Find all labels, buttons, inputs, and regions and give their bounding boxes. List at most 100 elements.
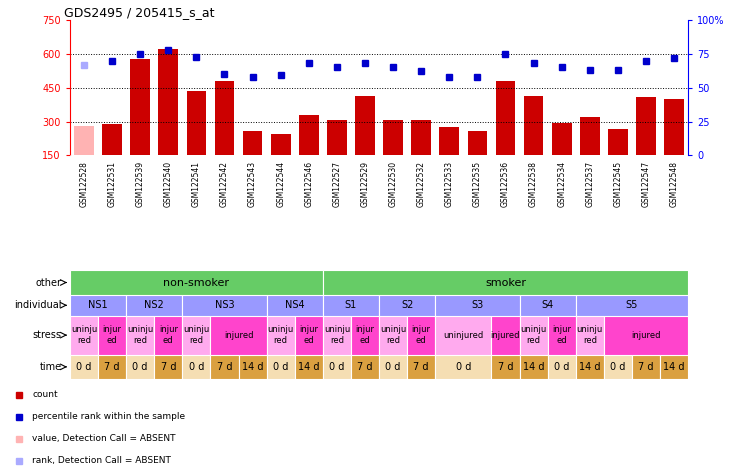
Bar — [576, 295, 688, 316]
Bar — [379, 355, 407, 379]
Text: GSM122528: GSM122528 — [79, 161, 88, 207]
Bar — [407, 316, 435, 355]
Text: GSM122530: GSM122530 — [389, 161, 397, 207]
Bar — [70, 355, 98, 379]
Bar — [126, 295, 183, 316]
Bar — [323, 316, 351, 355]
Bar — [294, 355, 323, 379]
Bar — [492, 355, 520, 379]
Text: uninju
red: uninju red — [380, 326, 406, 345]
Bar — [435, 355, 492, 379]
Text: value, Detection Call = ABSENT: value, Detection Call = ABSENT — [32, 434, 176, 443]
Text: 14 d: 14 d — [663, 362, 685, 372]
Text: GSM122533: GSM122533 — [445, 161, 454, 207]
Text: 0 d: 0 d — [386, 362, 401, 372]
Text: count: count — [32, 391, 58, 400]
Text: GSM122543: GSM122543 — [248, 161, 257, 207]
Text: 14 d: 14 d — [242, 362, 263, 372]
Bar — [215, 81, 234, 155]
Text: GSM122547: GSM122547 — [642, 161, 651, 207]
Text: rank, Detection Call = ABSENT: rank, Detection Call = ABSENT — [32, 456, 171, 465]
Bar — [383, 120, 403, 155]
Bar — [524, 96, 543, 155]
Bar — [435, 295, 520, 316]
Bar — [520, 316, 548, 355]
Bar — [210, 316, 266, 355]
Text: 14 d: 14 d — [298, 362, 319, 372]
Text: other: other — [35, 277, 62, 288]
Bar — [552, 123, 572, 155]
Text: S5: S5 — [626, 300, 638, 310]
Text: GSM122544: GSM122544 — [276, 161, 285, 207]
Text: 7 d: 7 d — [414, 362, 429, 372]
Bar — [435, 316, 492, 355]
Text: NS2: NS2 — [144, 300, 164, 310]
Bar — [183, 316, 210, 355]
Bar — [70, 270, 323, 295]
Bar — [294, 316, 323, 355]
Text: 0 d: 0 d — [273, 362, 289, 372]
Text: uninju
red: uninju red — [520, 326, 547, 345]
Bar — [355, 96, 375, 155]
Text: individual: individual — [14, 300, 62, 310]
Bar — [155, 355, 183, 379]
Bar — [74, 126, 93, 155]
Text: uninju
red: uninju red — [183, 326, 210, 345]
Text: non-smoker: non-smoker — [163, 277, 230, 288]
Bar — [495, 81, 515, 155]
Text: smoker: smoker — [485, 277, 526, 288]
Bar — [98, 316, 126, 355]
Text: GSM122546: GSM122546 — [304, 161, 314, 207]
Bar — [243, 131, 263, 155]
Text: NS3: NS3 — [215, 300, 234, 310]
Text: stress: stress — [32, 330, 62, 340]
Text: injured: injured — [631, 331, 661, 339]
Text: 7 d: 7 d — [357, 362, 372, 372]
Text: GSM122527: GSM122527 — [333, 161, 342, 207]
Bar — [492, 316, 520, 355]
Text: S4: S4 — [542, 300, 553, 310]
Bar — [520, 295, 576, 316]
Bar — [186, 91, 206, 155]
Text: GSM122532: GSM122532 — [417, 161, 425, 207]
Bar — [155, 316, 183, 355]
Bar — [126, 355, 155, 379]
Text: NS4: NS4 — [285, 300, 305, 310]
Text: injur
ed: injur ed — [552, 326, 571, 345]
Bar — [665, 99, 684, 155]
Text: 0 d: 0 d — [77, 362, 92, 372]
Text: GSM122529: GSM122529 — [361, 161, 369, 207]
Text: GSM122545: GSM122545 — [613, 161, 623, 207]
Text: injur
ed: injur ed — [102, 326, 121, 345]
Bar — [130, 59, 150, 155]
Bar — [323, 295, 379, 316]
Text: 0 d: 0 d — [132, 362, 148, 372]
Text: uninju
red: uninju red — [268, 326, 294, 345]
Text: 0 d: 0 d — [456, 362, 471, 372]
Text: GSM122540: GSM122540 — [164, 161, 173, 207]
Bar — [70, 295, 126, 316]
Text: GSM122535: GSM122535 — [473, 161, 482, 207]
Text: injur
ed: injur ed — [159, 326, 178, 345]
Bar — [548, 316, 576, 355]
Bar — [327, 120, 347, 155]
Bar — [407, 355, 435, 379]
Bar — [98, 355, 126, 379]
Text: GSM122531: GSM122531 — [107, 161, 116, 207]
Bar — [126, 316, 155, 355]
Text: 0 d: 0 d — [329, 362, 344, 372]
Text: GSM122541: GSM122541 — [192, 161, 201, 207]
Text: injur
ed: injur ed — [411, 326, 431, 345]
Bar — [183, 295, 266, 316]
Text: time: time — [40, 362, 62, 372]
Bar — [660, 355, 688, 379]
Bar — [266, 355, 294, 379]
Text: GSM122537: GSM122537 — [585, 161, 594, 207]
Bar — [608, 129, 628, 155]
Bar — [467, 131, 487, 155]
Text: GSM122536: GSM122536 — [501, 161, 510, 207]
Bar — [379, 316, 407, 355]
Bar — [158, 49, 178, 155]
Bar — [576, 316, 604, 355]
Bar — [576, 355, 604, 379]
